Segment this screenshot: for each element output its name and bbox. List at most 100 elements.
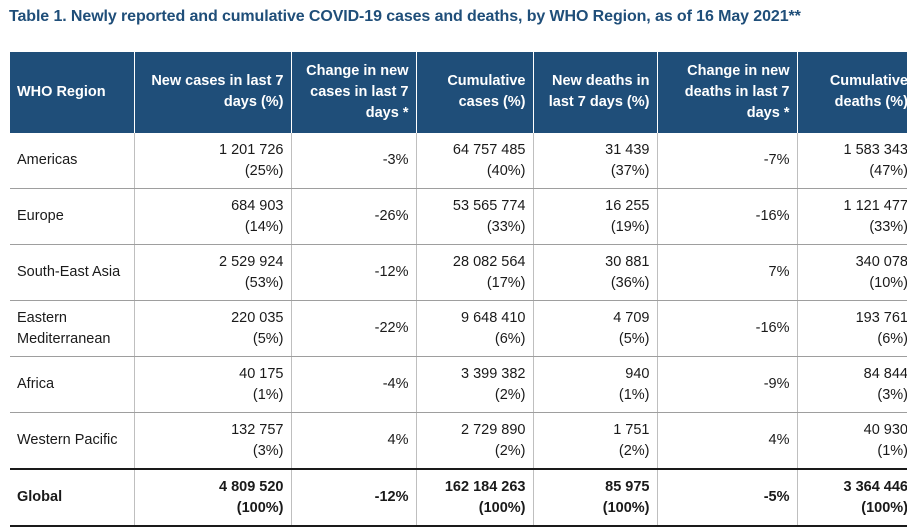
cumulative-deaths-percent: (10%)	[869, 274, 907, 291]
region-cell: Western Pacific	[10, 412, 135, 470]
new-cases-percent: (100%)	[236, 499, 284, 516]
new-cases-cell: 4 809 520 (100%)	[134, 468, 292, 527]
table-row: Eastern Mediterranean 220 035 (5%) -22% 9 …	[10, 300, 907, 357]
new-cases-value: 220 035	[231, 309, 284, 326]
new-deaths-percent: (36%)	[610, 274, 650, 291]
new-cases-cell: 684 903 (14%)	[134, 188, 292, 245]
change-deaths-cell: 4%	[657, 412, 798, 470]
region-cell-global: Global	[10, 468, 135, 527]
change-cases-cell: -26%	[291, 188, 417, 245]
change-deaths-cell: -16%	[657, 188, 798, 245]
header-cumulative-cases: Cumulative cases (%)	[415, 52, 534, 133]
cumulative-cases-cell: 28 082 564 (17%)	[416, 244, 534, 301]
table-row: Europe 684 903 (14%) -26% 53 565 774 (33%)…	[10, 188, 907, 245]
new-deaths-percent: (5%)	[618, 330, 650, 347]
change-cases-cell: -22%	[291, 300, 417, 357]
cumulative-deaths-percent: (6%)	[877, 330, 907, 347]
cumulative-deaths-percent: (33%)	[869, 218, 907, 235]
cumulative-deaths-value: 1 121 477	[843, 197, 907, 214]
new-deaths-cell: 4 709 (5%)	[533, 300, 658, 357]
cumulative-deaths-value: 84 844	[863, 365, 907, 382]
cumulative-deaths-value: 40 930	[863, 421, 907, 438]
change-deaths-cell: -9%	[657, 356, 798, 413]
new-cases-percent: (5%)	[252, 330, 284, 347]
region-cell: Africa	[10, 356, 135, 413]
new-deaths-value: 1 751	[613, 421, 650, 438]
region-cell: Americas	[10, 132, 135, 189]
change-cases-cell: 4%	[291, 412, 417, 470]
cumulative-deaths-cell: 3 364 446 (100%)	[797, 468, 907, 527]
table-row: Americas 1 201 726 (25%) -3% 64 757 485 (4…	[10, 132, 907, 189]
cumulative-deaths-percent: (100%)	[861, 499, 907, 516]
cumulative-cases-percent: (33%)	[486, 218, 526, 235]
cumulative-deaths-percent: (1%)	[877, 442, 907, 459]
cumulative-deaths-value: 193 761	[855, 309, 907, 326]
new-deaths-value: 16 255	[605, 197, 650, 214]
new-deaths-percent: (100%)	[602, 499, 650, 516]
header-row: WHO Region New cases in last 7 days (%) …	[10, 52, 907, 133]
new-deaths-cell: 31 439 (37%)	[533, 132, 658, 189]
cumulative-deaths-percent: (47%)	[869, 162, 907, 179]
new-cases-percent: (53%)	[244, 274, 284, 291]
cumulative-cases-percent: (40%)	[486, 162, 526, 179]
header-new-deaths: New deaths in last 7 days (%)	[532, 52, 658, 133]
cumulative-deaths-cell: 40 930 (1%)	[797, 412, 907, 470]
cumulative-cases-value: 28 082 564	[452, 253, 526, 270]
new-deaths-percent: (19%)	[610, 218, 650, 235]
header-who-region: WHO Region	[10, 52, 135, 133]
table-title: Table 1. Newly reported and cumulative C…	[9, 8, 801, 25]
new-cases-value: 40 175	[239, 365, 284, 382]
region-cell: Eastern Mediterranean	[10, 300, 135, 357]
covid-table: WHO Region New cases in last 7 days (%) …	[10, 52, 907, 527]
cumulative-deaths-cell: 1 121 477 (33%)	[797, 188, 907, 245]
new-deaths-percent: (2%)	[618, 442, 650, 459]
cumulative-cases-percent: (6%)	[494, 330, 526, 347]
new-cases-cell: 2 529 924 (53%)	[134, 244, 292, 301]
new-deaths-cell: 16 255 (19%)	[533, 188, 658, 245]
cumulative-cases-percent: (2%)	[494, 386, 526, 403]
cumulative-deaths-value: 340 078	[855, 253, 907, 270]
new-cases-value: 684 903	[231, 197, 284, 214]
header-change-deaths: Change in new deaths in last 7 days *	[656, 52, 798, 133]
cumulative-deaths-cell: 193 761 (6%)	[797, 300, 907, 357]
region-cell: Europe	[10, 188, 135, 245]
table-row: Western Pacific 132 757 (3%) 4% 2 729 890…	[10, 412, 907, 470]
cumulative-cases-cell: 3 399 382 (2%)	[416, 356, 534, 413]
cumulative-cases-value: 53 565 774	[452, 197, 526, 214]
change-cases-cell: -4%	[291, 356, 417, 413]
cumulative-deaths-cell: 84 844 (3%)	[797, 356, 907, 413]
new-cases-percent: (14%)	[244, 218, 284, 235]
change-cases-cell: -3%	[291, 132, 417, 189]
new-deaths-value: 30 881	[605, 253, 650, 270]
cumulative-deaths-value: 3 364 446	[843, 478, 907, 495]
region-line: Mediterranean	[17, 330, 111, 347]
new-cases-percent: (25%)	[244, 162, 284, 179]
new-deaths-value: 940	[625, 365, 650, 382]
new-cases-percent: (3%)	[252, 442, 284, 459]
cumulative-cases-value: 3 399 382	[460, 365, 526, 382]
new-deaths-cell: 85 975 (100%)	[533, 468, 658, 527]
cumulative-cases-percent: (100%)	[478, 499, 526, 516]
cumulative-cases-value: 64 757 485	[452, 141, 526, 158]
new-deaths-percent: (37%)	[610, 162, 650, 179]
new-cases-value: 4 809 520	[218, 478, 284, 495]
region-cell: South-East Asia	[10, 244, 135, 301]
change-cases-cell: -12%	[291, 244, 417, 301]
new-deaths-percent: (1%)	[618, 386, 650, 403]
new-cases-value: 132 757	[231, 421, 284, 438]
new-deaths-value: 4 709	[613, 309, 650, 326]
header-new-cases: New cases in last 7 days (%)	[133, 52, 292, 133]
new-deaths-value: 85 975	[605, 478, 650, 495]
cumulative-deaths-cell: 340 078 (10%)	[797, 244, 907, 301]
new-cases-cell: 40 175 (1%)	[134, 356, 292, 413]
cumulative-cases-value: 2 729 890	[460, 421, 526, 438]
cumulative-cases-cell: 9 648 410 (6%)	[416, 300, 534, 357]
table-row: South-East Asia 2 529 924 (53%) -12% 28 0…	[10, 244, 907, 301]
new-deaths-value: 31 439	[605, 141, 650, 158]
new-cases-value: 1 201 726	[218, 141, 284, 158]
change-deaths-cell: -7%	[657, 132, 798, 189]
new-cases-percent: (1%)	[252, 386, 284, 403]
cumulative-cases-cell: 64 757 485 (40%)	[416, 132, 534, 189]
new-cases-value: 2 529 924	[218, 253, 284, 270]
header-change-cases: Change in new cases in last 7 days *	[290, 52, 417, 133]
